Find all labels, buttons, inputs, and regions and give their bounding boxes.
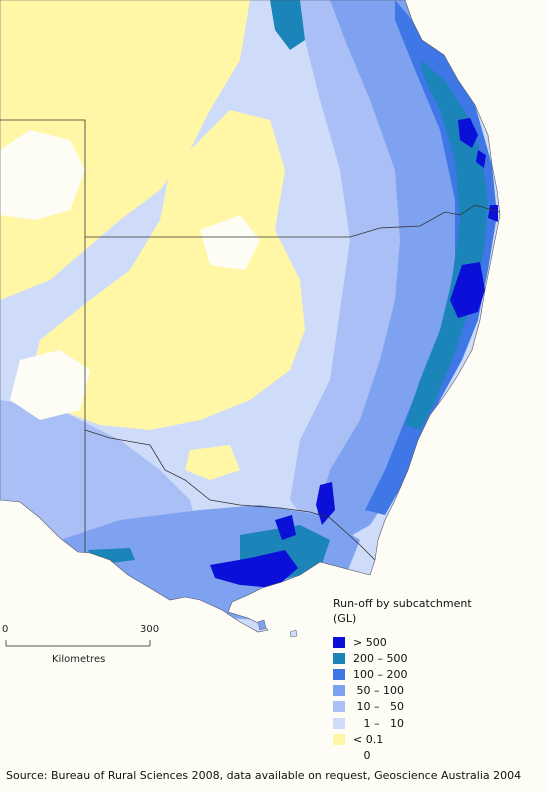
scale-start-label: 0 <box>2 624 9 635</box>
legend-swatch <box>333 668 345 680</box>
legend-item-zero: 0 <box>333 747 407 763</box>
legend-swatch <box>333 685 345 697</box>
scale-unit-label: Kilometres <box>52 654 106 665</box>
runoff-class-200-500-nw <box>270 0 305 50</box>
island-small <box>289 629 298 638</box>
state-border-vic-nsw <box>84 429 376 561</box>
legend-title: Run-off by subcatchment (GL) <box>333 597 472 625</box>
legend-item-10-50: 10 – 50 <box>333 699 407 715</box>
legend-swatch <box>333 636 345 648</box>
legend-swatch <box>333 750 345 761</box>
legend-label: > 500 <box>353 635 387 649</box>
runoff-class-gt-500-f <box>210 550 298 588</box>
legend-item-200-500: 200 – 500 <box>333 650 407 666</box>
legend-item-1-10: 1 – 10 <box>333 715 407 731</box>
runoff-class-zero-nw <box>0 130 85 220</box>
legend-swatch <box>333 733 345 745</box>
runoff-class-lt-0.1-north <box>0 0 250 300</box>
runoff-class-gt-500-e <box>316 482 335 525</box>
runoff-class-gt-500-b <box>476 150 486 168</box>
island-bass-strait <box>257 619 267 631</box>
runoff-class-200-500 <box>405 60 488 430</box>
legend-swatch <box>333 717 345 729</box>
legend-item-lt-0.1: < 0.1 <box>333 731 407 747</box>
runoff-class-gt-500-d <box>450 262 485 318</box>
legend-swatch <box>333 701 345 713</box>
legend-label: 0 <box>353 748 371 762</box>
legend-label: 200 – 500 <box>353 651 408 665</box>
source-note: Source: Bureau of Rural Sciences 2008, d… <box>6 769 522 782</box>
scale-end-label: 300 <box>140 624 160 635</box>
runoff-class-lt-0.1-patch <box>185 445 240 480</box>
legend-item-100-200: 100 – 200 <box>333 666 407 682</box>
runoff-class-gt-500-a <box>458 118 478 148</box>
runoff-class-lt-0.1-central <box>30 110 305 430</box>
legend-label: 1 – 10 <box>353 716 404 730</box>
scale-bar <box>5 640 151 647</box>
legend-swatch <box>333 652 345 664</box>
legend: > 500 200 – 500 100 – 200 50 – 100 10 – … <box>333 634 407 764</box>
state-border-qld-nsw <box>0 119 500 238</box>
runoff-class-zero-west <box>10 350 90 420</box>
runoff-class-gt-500-g <box>275 515 296 540</box>
legend-label: 50 – 100 <box>353 684 404 698</box>
legend-label: 100 – 200 <box>353 667 408 681</box>
legend-item-gt-500: > 500 <box>333 634 407 650</box>
legend-item-50-100: 50 – 100 <box>333 683 407 699</box>
legend-label: 10 – 50 <box>353 700 404 714</box>
runoff-class-zero-central <box>200 215 260 270</box>
legend-label: < 0.1 <box>353 732 384 746</box>
